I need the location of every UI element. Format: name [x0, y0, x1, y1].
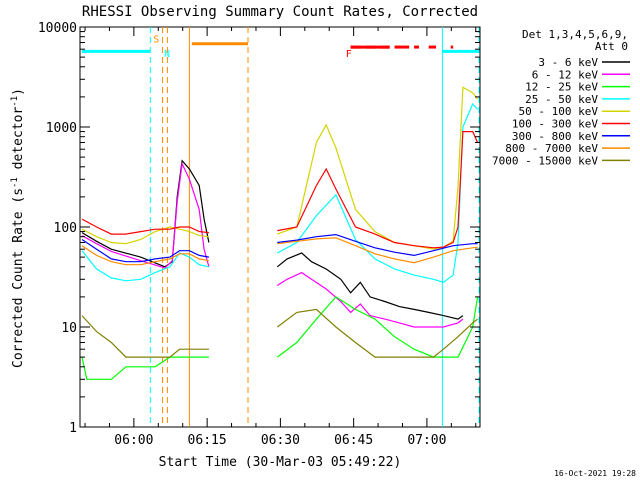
x-tick-label: 06:15	[188, 433, 227, 448]
legend-label: 6 - 12 keV	[532, 68, 599, 81]
series-line-4	[81, 86, 479, 250]
event-marker-2: F	[346, 49, 352, 60]
footer-timestamp: 16-Oct-2021 19:28	[554, 469, 636, 478]
series-line-7	[81, 237, 478, 266]
legend-label: 25 - 50 keV	[525, 93, 598, 106]
y-tick-label: 1000	[46, 121, 77, 136]
series-line-1	[81, 161, 464, 328]
legend-label: 800 - 7000 keV	[505, 142, 598, 155]
y-axis-label-superscript: -1	[10, 96, 20, 107]
x-tick-label: 06:00	[114, 433, 153, 448]
event-marker-1: N	[164, 49, 170, 60]
y-tick-label: 100	[54, 221, 77, 236]
chart-title: RHESSI Observing Summary Count Rates, Co…	[82, 4, 478, 20]
series-line-6	[81, 233, 478, 263]
y-tick-label: 10000	[38, 21, 77, 36]
y-axis: 1 10 100 1000 10000	[38, 21, 480, 436]
legend-label: 300 - 800 keV	[512, 130, 598, 143]
series-line-3	[81, 102, 479, 283]
series-line-8	[81, 308, 478, 358]
x-axis: 06:00 06:15 06:30 06:45 07:00	[84, 27, 477, 448]
y-axis-label: Corrected Count Rate (s-1 detector-1)	[10, 88, 26, 368]
event-marker-0: S	[153, 34, 159, 45]
y-tick-label: 1	[69, 421, 77, 436]
series-line-2	[81, 296, 479, 380]
x-axis-label: Start Time (30-Mar-03 05:49:22)	[159, 455, 402, 470]
legend-header-line-1: Det 1,3,4,5,6,9,	[522, 28, 628, 41]
x-tick-label: 06:45	[334, 433, 373, 448]
legend-label: 12 - 25 keV	[525, 81, 598, 94]
legend-label: 50 - 100 keV	[519, 105, 599, 118]
x-tick-label: 06:30	[261, 433, 300, 448]
x-tick-label: 07:00	[407, 433, 446, 448]
legend-label: 100 - 300 keV	[512, 118, 598, 131]
y-axis-label-part: )	[11, 88, 26, 96]
legend-header-line-2: Att 0	[595, 40, 628, 53]
legend-label: 7000 - 15000 keV	[492, 154, 598, 167]
y-axis-label-part: Corrected Count Rate (s	[11, 188, 26, 368]
y-axis-label-part: detector	[11, 107, 26, 178]
y-tick-label: 10	[61, 321, 77, 336]
plot-area: SN F	[79, 26, 481, 428]
y-axis-label-superscript: -1	[10, 177, 20, 188]
series-line-5	[81, 131, 479, 249]
legend-label: 3 - 6 keV	[538, 56, 598, 69]
